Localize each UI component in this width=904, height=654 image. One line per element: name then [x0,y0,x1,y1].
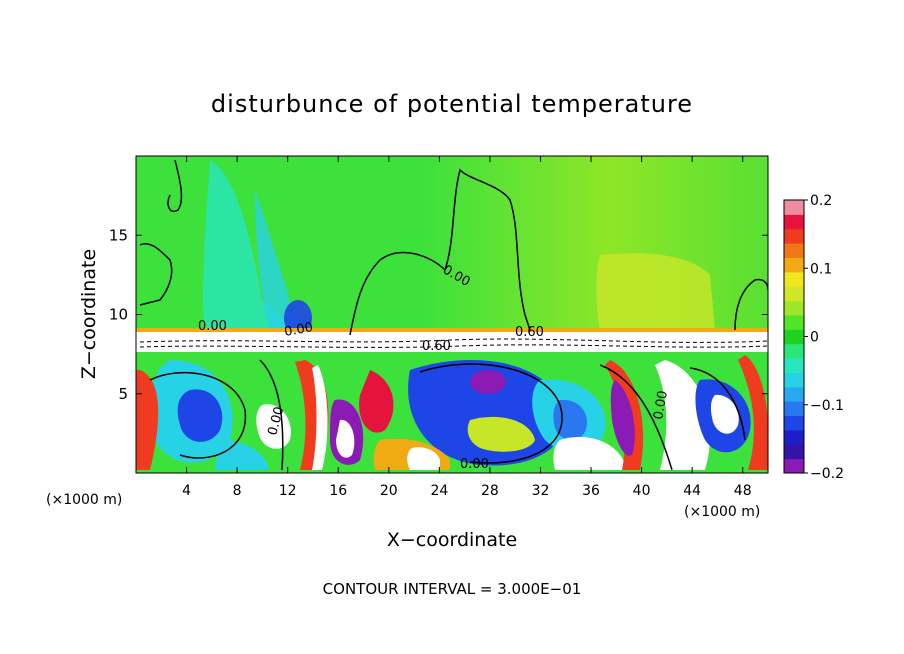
cyan-plume [202,160,300,335]
contour-lower-4 [259,359,284,471]
colorbar-swatch [784,329,804,345]
colorbar-swatch [784,358,804,373]
x-tick-label: 32 [532,483,550,499]
x-tick-label: 20 [380,483,398,499]
contour-label: 0.00 [651,390,671,421]
heatmap-field: 0.00 0.00 0.00 0.60 0.60 0.00 0.00 0.00 [136,156,768,473]
contour-lower-2 [419,363,563,464]
contour-upper-4 [734,278,768,331]
colorbar-swatch [784,314,804,330]
eddy-white-5 [553,436,625,470]
eddy-cyan-3 [215,440,269,470]
eddy-red-1 [136,370,159,470]
contour-dashed-2 [139,344,768,348]
contour-upper-2 [139,243,173,306]
colorbar-swatch [784,214,804,230]
eddy-yellow-2 [467,416,535,452]
colorbar-tick-label: 0.2 [810,193,832,209]
x-tick-label: 48 [734,483,752,499]
y-axis-title: Z−coordinate [78,249,100,379]
eddy-purple-1 [470,370,506,394]
x-tick-label: 16 [329,483,347,499]
contour-upper-3 [167,159,183,212]
eddy-white-7 [710,394,739,434]
colorbar-swatch [784,429,804,445]
contour-label: 0.00 [283,320,314,340]
eddy-white-3 [336,419,355,458]
colorbar-tick-label: −0.2 [810,466,844,482]
colorbar-swatch [784,444,804,460]
x-tick-label: 36 [582,483,600,499]
eddy-white-2 [312,365,328,470]
contour-label: 0.00 [265,405,287,437]
contour-dashed-1 [139,338,768,343]
colorbar-swatch [784,271,804,287]
contour-upper-1 [349,168,531,336]
contour-lines [139,159,768,471]
contour-label: 0.60 [515,325,544,340]
eddy-blue-2 [177,389,223,442]
contour-dashed [139,338,768,348]
colorbar-tick-label: 0 [810,330,819,346]
y-tick-label: 10 [109,306,128,324]
contour-lower-5 [689,367,746,441]
eddy-purple-3 [610,380,635,456]
colorbar-swatch [784,286,804,302]
contour-lower-1 [149,371,247,459]
contour-label: 0.00 [460,457,489,472]
contour-label: 0.60 [422,339,451,354]
x-tick-label: 24 [430,483,448,499]
colorbar-swatch [784,415,804,431]
colorbar-swatch [784,372,804,388]
inversion-line [136,328,768,332]
eddy-red-5 [738,355,768,470]
colorbar-tick-label: 0.1 [810,261,832,277]
colorbar-swatch [784,200,804,215]
x-tick-label: 12 [279,483,297,499]
colorbar-swatch [784,300,804,316]
eddy-red-3 [359,370,394,433]
x-tick-label: 40 [633,483,651,499]
x-axis-title: X−coordinate [387,529,517,551]
contour-lower-3 [599,364,673,471]
colorbar: 0.2 0.1 0 −0.1 −0.2 [783,193,844,482]
x-unit-label-left: (×1000 m) [46,492,122,508]
blue-spot [284,300,312,336]
cyan-plume-core [255,190,320,333]
colorbar-swatch [784,386,804,402]
chart-title: disturbunce of potential temperature [211,90,693,118]
contour-label: 0.00 [198,319,227,334]
colorbar-swatch [784,458,804,474]
colorbar-swatch [784,243,804,258]
x-tick-label: 44 [683,483,701,499]
colorbar-swatch [784,257,804,273]
x-tick-label: 28 [481,483,499,499]
colorbar-swatch [784,343,804,359]
contour-interval-note: CONTOUR INTERVAL = 3.000E−01 [323,580,582,598]
eddy-white-6 [655,360,711,470]
x-axis: 4 8 12 16 20 24 28 32 36 40 44 48 [182,156,752,499]
x-tick-label: 4 [182,483,191,499]
y-axis: 5 10 15 [109,226,768,403]
x-tick-label: 8 [233,483,242,499]
colorbar-swatch [784,401,804,417]
colorbar-tick-label: −0.1 [810,398,844,414]
eddy-white-4 [407,447,440,470]
yellow-patch [596,253,715,330]
colorbar-swatch [784,228,804,244]
x-unit-label-right: (×1000 m) [684,504,760,520]
y-tick-label: 5 [118,385,128,403]
y-tick-label: 15 [109,226,128,244]
